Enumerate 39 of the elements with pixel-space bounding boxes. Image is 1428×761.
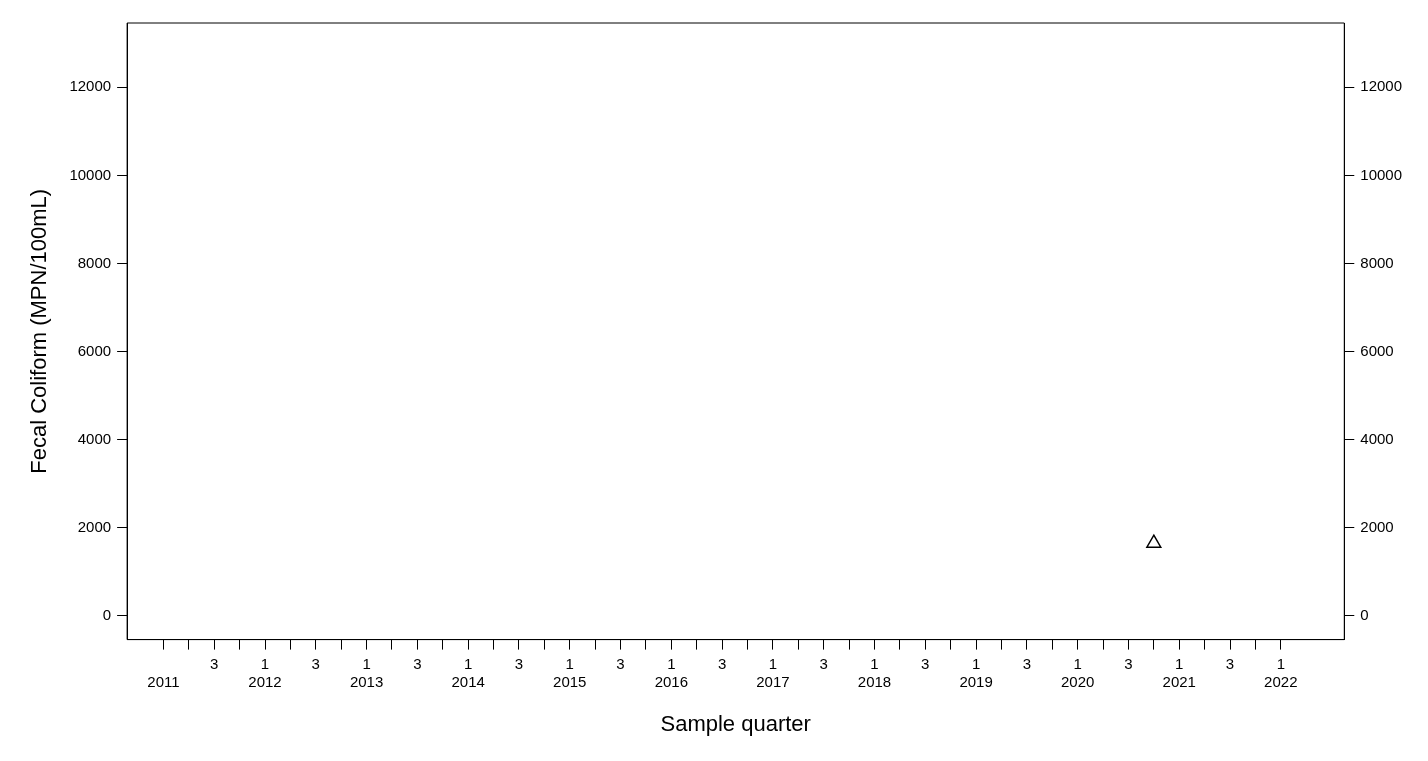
y2-tick-label: 2000 — [1360, 517, 1394, 535]
y2-tick-label: 4000 — [1360, 429, 1394, 447]
x-tick-label: 3 — [616, 654, 625, 672]
x-tick-label: 1 2013 — [349, 654, 384, 690]
x-tick-label: 3 — [1022, 654, 1032, 672]
y2-tick-label: 10000 — [1360, 165, 1403, 183]
x-tick-label: 1 2018 — [857, 654, 892, 690]
x-tick-label: 3 — [1225, 654, 1235, 672]
x-tick-label: 1 2012 — [248, 654, 282, 690]
y2-tick-label: 0 — [1360, 605, 1369, 623]
x-tick-label: 1 2017 — [756, 654, 790, 690]
x-tick-label: 3 — [717, 654, 727, 672]
y-axis-title: Fecal Coliform (MPN/100mL) — [26, 188, 52, 474]
y-tick-label: 6000 — [77, 341, 112, 359]
x-axis-title: Sample quarter — [660, 710, 811, 736]
x-tick-label: 1 2015 — [553, 654, 587, 690]
x-tick-label: 3 — [1124, 654, 1133, 672]
x-tick-label: 1 2016 — [654, 654, 689, 690]
y-tick-label: 12000 — [69, 77, 112, 95]
x-tick-label: 1 2019 — [959, 654, 993, 690]
x-tick-label: 1 2022 — [1264, 654, 1298, 690]
x-tick-label: 1 2021 — [1162, 654, 1196, 690]
x-tick-label: 3 — [819, 654, 828, 672]
x-tick-label: 2011 — [147, 672, 180, 690]
y-tick-label: 4000 — [77, 429, 112, 447]
y2-tick-label: 8000 — [1360, 253, 1394, 271]
y-tick-label: 2000 — [77, 517, 112, 535]
x-tick-label: 3 — [514, 654, 524, 672]
x-tick-label: 1 2014 — [451, 654, 485, 690]
x-tick-label: 1 2020 — [1060, 654, 1095, 690]
y-tick-label: 0 — [102, 605, 112, 623]
x-tick-label: 3 — [413, 654, 422, 672]
y2-tick-label: 6000 — [1360, 341, 1394, 359]
y-tick-label: 8000 — [77, 253, 112, 271]
x-tick-label: 3 — [311, 654, 320, 672]
x-tick-label: 3 — [921, 654, 930, 672]
x-tick-label: 3 — [210, 654, 219, 672]
y2-tick-label: 12000 — [1360, 77, 1403, 95]
y-tick-label: 10000 — [69, 165, 112, 183]
